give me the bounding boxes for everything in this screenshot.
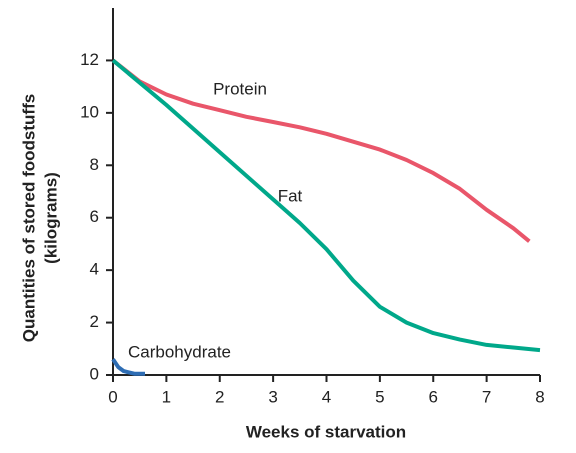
series-label: Carbohydrate [128, 342, 231, 361]
series-label: Fat [278, 186, 303, 205]
y-axis-title: (kilograms) [41, 172, 60, 264]
y-tick-label: 4 [90, 260, 99, 279]
series-line [111, 358, 145, 376]
x-tick-label: 5 [375, 387, 384, 406]
x-tick-label: 3 [268, 387, 277, 406]
series-label: Protein [213, 79, 267, 98]
x-tick-label: 2 [215, 387, 224, 406]
x-tick-label: 4 [322, 387, 331, 406]
x-tick-label: 6 [429, 387, 438, 406]
series-line [111, 58, 541, 353]
x-tick-label: 0 [108, 387, 117, 406]
y-axis-title: Quantities of stored foodstuffs [19, 94, 38, 342]
y-tick-label: 10 [80, 102, 99, 121]
y-tick-label: 2 [90, 312, 99, 331]
y-tick-label: 12 [80, 50, 99, 69]
y-tick-label: 8 [90, 155, 99, 174]
x-axis-title: Weeks of starvation [246, 422, 406, 441]
x-tick-label: 8 [535, 387, 544, 406]
series-line [111, 58, 531, 243]
y-tick-label: 6 [90, 207, 99, 226]
x-tick-label: 1 [162, 387, 171, 406]
y-tick-label: 0 [90, 364, 99, 383]
x-tick-label: 7 [482, 387, 491, 406]
